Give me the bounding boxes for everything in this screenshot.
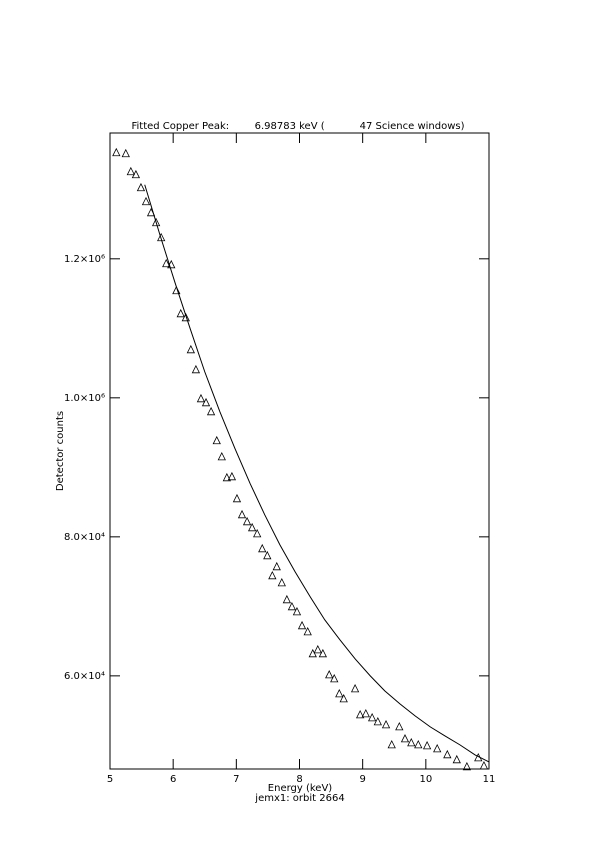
data-point: [282, 594, 292, 604]
data-point: [253, 528, 262, 538]
data-point: [272, 561, 281, 571]
x-tick-label: 6: [170, 774, 176, 785]
data-point: [297, 620, 307, 630]
fit-curve: [144, 184, 490, 763]
data-point: [196, 393, 206, 403]
x-tick-label: 7: [233, 774, 239, 785]
data-point: [232, 493, 242, 503]
data-point: [247, 522, 257, 532]
chart-title: Fitted Copper Peak: 6.98783 keV ( 47 Sci…: [131, 121, 464, 132]
data-point: [258, 543, 267, 553]
data-point: [141, 196, 151, 206]
data-point: [131, 169, 141, 179]
y-tick-label: 6.0×10⁴: [64, 671, 105, 682]
data-point: [422, 740, 432, 750]
data-point: [136, 182, 146, 192]
data-point: [479, 760, 489, 770]
data-point: [407, 737, 416, 747]
data-point: [303, 626, 312, 636]
data-point: [395, 721, 404, 731]
data-point: [313, 644, 322, 654]
data-point: [367, 712, 377, 722]
data-point: [126, 166, 135, 176]
data-point: [339, 693, 348, 703]
x-tick-label: 5: [107, 774, 113, 785]
data-point: [186, 344, 196, 354]
data-point: [387, 739, 396, 749]
data-point: [287, 601, 297, 611]
data-point: [308, 648, 317, 658]
data-point: [121, 148, 130, 158]
data-point: [462, 761, 472, 771]
data-point: [157, 232, 166, 242]
y-tick-label: 1.2×10⁶: [64, 254, 105, 265]
data-point: [373, 716, 382, 726]
data-point: [263, 550, 272, 560]
data-point: [112, 147, 121, 157]
data-point: [355, 709, 365, 719]
plot-frame: [109, 132, 490, 770]
data-point: [325, 669, 334, 679]
y-axis-label: Detector counts: [55, 411, 66, 491]
data-point: [191, 364, 201, 374]
data-point: [242, 516, 252, 526]
data-point: [381, 719, 391, 729]
x-tick-label: 10: [419, 774, 432, 785]
data-point: [217, 451, 226, 461]
data-point: [433, 743, 442, 753]
data-point: [201, 397, 211, 407]
data-point: [452, 754, 461, 764]
data-point: [172, 285, 181, 295]
data-point: [181, 312, 190, 322]
x-axis-label: Energy (keV): [268, 783, 333, 794]
data-point: [361, 708, 370, 718]
data-point: [335, 688, 344, 698]
y-tick-label: 8.0×10⁴: [64, 532, 105, 543]
data-point: [222, 472, 232, 482]
data-point: [318, 648, 328, 658]
data-point: [292, 606, 302, 616]
x-tick-label: 9: [359, 774, 365, 785]
x-tick-label: 8: [296, 774, 302, 785]
data-point: [151, 217, 161, 227]
data-point: [330, 673, 339, 683]
data-point: [400, 734, 410, 743]
data-point: [350, 683, 360, 693]
caption: jemx1: orbit 2664: [254, 793, 344, 804]
x-tick-label: 11: [483, 774, 496, 785]
data-point: [227, 471, 237, 481]
y-tick-label: 1.0×10⁶: [64, 393, 105, 404]
data-point: [237, 509, 247, 519]
data-point: [414, 739, 423, 749]
data-point: [443, 749, 452, 759]
data-point: [212, 435, 221, 445]
data-point: [277, 577, 286, 587]
data-point: [162, 258, 171, 268]
data-point: [176, 308, 185, 318]
data-point: [268, 570, 277, 580]
data-point: [206, 406, 216, 416]
